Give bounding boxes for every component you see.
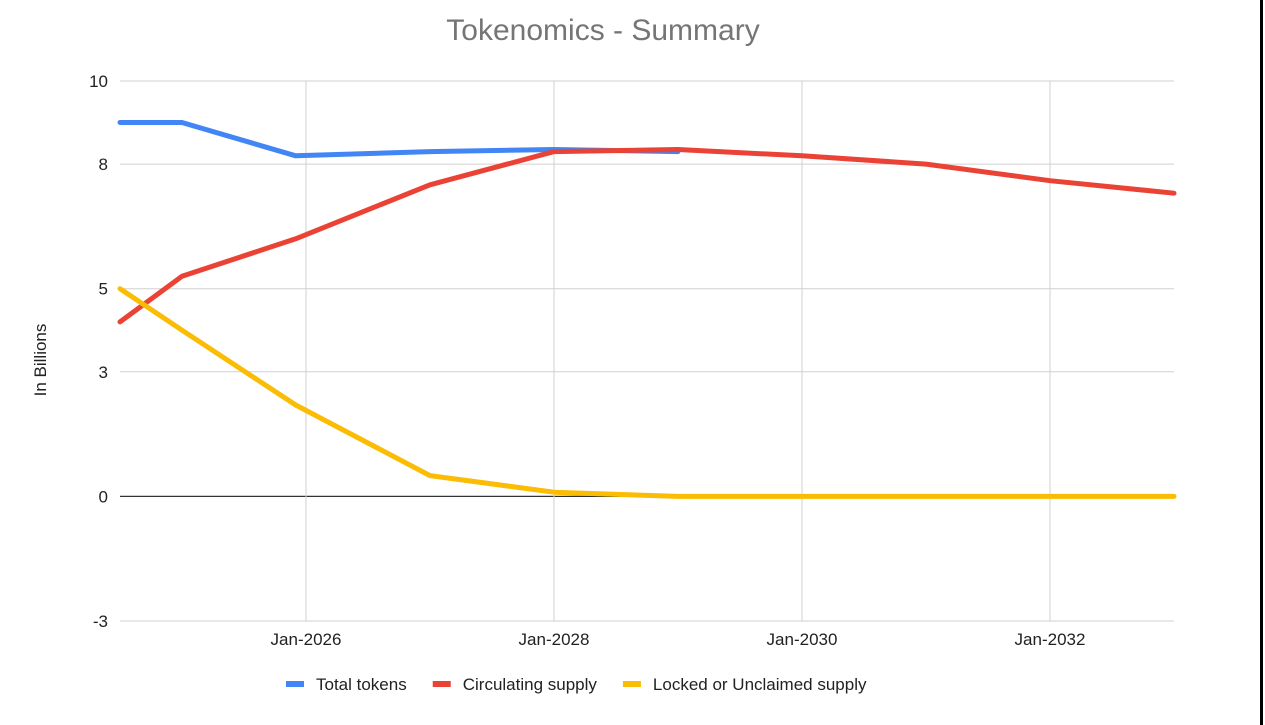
legend-label: Circulating supply xyxy=(463,675,598,694)
gridlines xyxy=(120,80,1174,622)
y-tick-label: -3 xyxy=(93,612,108,631)
y-axis-ticks: 10 8 5 3 0 -3 xyxy=(89,72,108,631)
legend-label: Total tokens xyxy=(316,675,407,694)
series-line xyxy=(117,286,1177,499)
y-tick-label: 8 xyxy=(99,155,108,174)
y-tick-label: 0 xyxy=(99,487,108,506)
legend: Total tokens Circulating supply Locked or … xyxy=(286,675,867,694)
chart-title: Tokenomics - Summary xyxy=(446,14,759,47)
legend-label: Locked or Unclaimed supply xyxy=(653,675,867,694)
y-tick-label: 10 xyxy=(89,72,108,91)
x-tick-label: Jan-2030 xyxy=(767,630,838,649)
x-axis-ticks: Jan-2026 Jan-2028 Jan-2030 Jan-2032 xyxy=(271,630,1086,649)
frame-border xyxy=(1260,0,1263,725)
y-tick-label: 3 xyxy=(99,363,108,382)
x-tick-label: Jan-2028 xyxy=(519,630,590,649)
series-lines xyxy=(117,120,1177,499)
series-line xyxy=(117,147,1177,325)
x-tick-label: Jan-2032 xyxy=(1015,630,1086,649)
y-tick-label: 5 xyxy=(99,280,108,299)
x-tick-label: Jan-2026 xyxy=(271,630,342,649)
y-axis-label: In Billions xyxy=(31,324,50,397)
